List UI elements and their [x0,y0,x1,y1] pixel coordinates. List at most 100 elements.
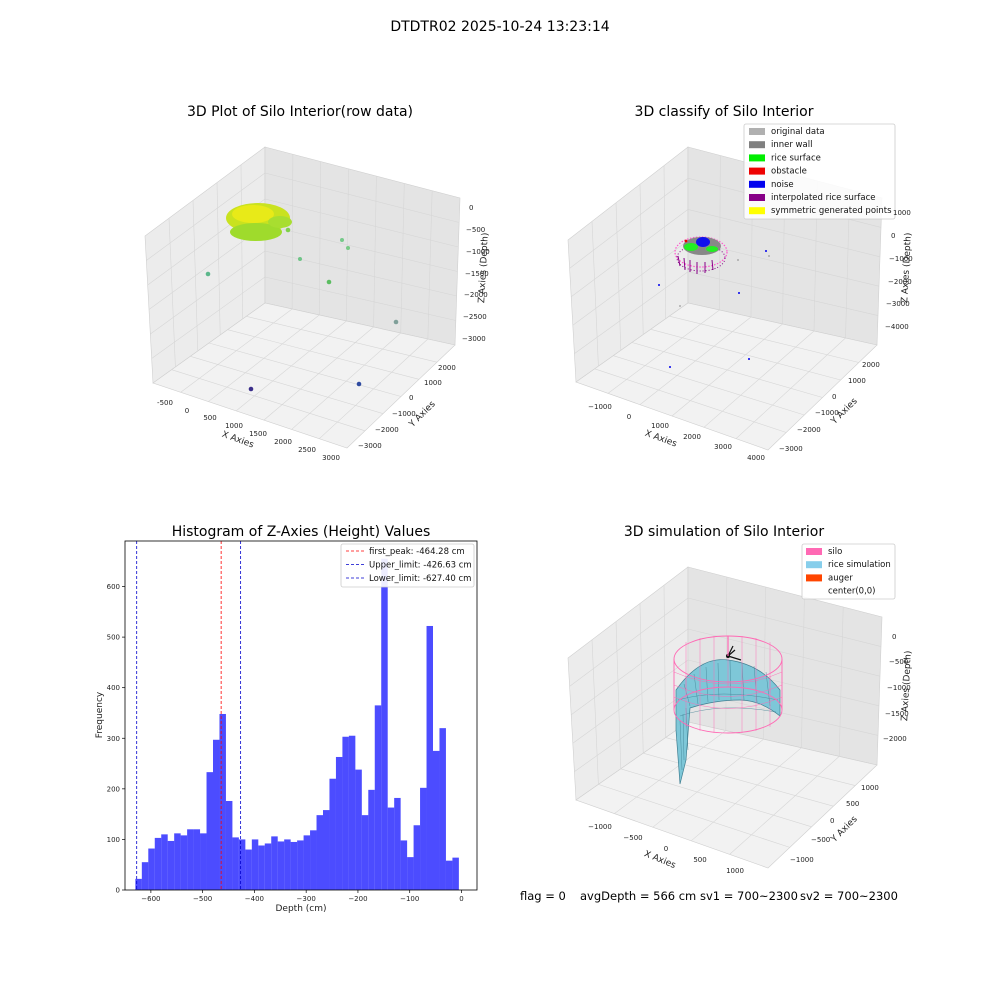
legend-label: symmetric generated points [771,206,892,216]
histogram-bar [264,843,272,890]
histogram-bar [335,756,343,890]
histogram-bar [141,862,149,890]
classify-obstacle-point [684,239,688,243]
simulation-legend-items: silo rice simulation auger center(0,0) [805,547,891,597]
sv2-text: sv2 = 700~2300 [800,889,898,903]
legend-label: Upper_limit: -426.63 cm [369,561,472,571]
histogram-bar [200,833,207,890]
x-tick-label: −300 [297,895,316,903]
classify-x-tick: 4000 [747,454,765,462]
classify-noise-point [658,284,660,286]
raw-y-tick: −1000 [392,410,416,418]
histogram-bar [206,772,213,890]
grid-line [264,276,456,321]
classify-noise-point [669,366,671,368]
histogram-bar [310,830,317,890]
grid-line [264,198,459,248]
histogram-panel: Histogram of Z-Axies (Height) Values −60… [95,524,478,914]
histogram-bar [290,841,298,890]
simulation-z-ticks: 0 −500 −1000 −1500 −2000 [883,633,911,743]
x-tick-label: −600 [141,895,160,903]
grid-line [235,320,347,412]
classify-original-point [679,305,681,307]
raw-z-tick: 0 [469,204,473,212]
grid-line [571,209,689,298]
x-tick-label: −200 [348,895,367,903]
simulation-z-tick: −1500 [885,710,909,718]
raw-point [285,227,291,233]
y-tick-label: 300 [107,735,120,743]
classify-legend-items: original data inner wall rice surface obsta… [749,127,892,216]
grid-line [227,329,420,380]
classify-z-tick: −1000 [889,255,913,263]
classify-z-ticks: 1000 0 −1000 −2000 −3000 −4000 [885,209,913,331]
simulation-y-tick: 0 [830,817,834,825]
histogram-bar [439,728,446,890]
grid-line [615,621,622,769]
histogram-bar [271,836,278,890]
grid-line [665,737,856,786]
raw-z-axis-label: Z Axies (Depth) [477,232,491,303]
grid-line [639,603,644,754]
raw-x-tick: 500 [203,414,216,422]
grid-line [246,316,438,363]
grid-line [687,628,881,677]
histogram-bar [225,800,233,890]
raw-cloud-lower [230,223,282,241]
grid-line [264,172,460,223]
histogram-bar [135,878,142,890]
grid-line [838,606,844,757]
classify-interpolated-ring [676,244,726,272]
grid-line [614,730,726,814]
legend-swatch [749,194,765,201]
grid-line [572,659,689,744]
histogram-bar [368,789,375,890]
legend-label: inner wall [771,140,812,150]
legend-label: interpolated rice surface [771,193,876,203]
histogram-legend-items: first_peak: -464.28 cm Upper_limit: -426.… [346,547,472,584]
histogram-reference-lines [136,541,242,890]
simulation-x-tick: −1000 [588,823,612,831]
classify-noise-point [738,292,740,294]
y-tick-label: 0 [116,887,120,895]
classify-3d-panel: 3D classify of Silo Interior original da [567,104,914,462]
histogram-bar [413,825,421,890]
classify-z-tick: −4000 [885,323,909,331]
grid-line [703,330,815,428]
simulation-x-axis-label: X Axies [642,849,677,871]
x-tick-label: 0 [459,895,463,903]
histogram-bar [219,713,226,890]
grid-line [591,639,599,785]
histogram-bar [361,815,369,890]
sv1-text: sv1 = 700~2300 [700,889,798,903]
grid-line [208,342,402,397]
raw-cloud-edge [268,216,292,228]
classify-x-tick: 0 [627,413,631,421]
grid-line [150,250,266,335]
histogram-bar [238,839,246,890]
histogram-bar [303,835,311,890]
histogram-plot-frame [124,540,478,891]
grid-line [264,250,457,297]
histogram-bar [342,736,349,890]
grid-line [735,337,846,439]
grid-line [801,596,805,748]
legend-label: rice surface [771,153,821,163]
grid-line [763,586,766,740]
histogram-bar [297,840,304,890]
histogram-bar [374,705,382,890]
grid-line [569,597,689,687]
classify-legend: original data inner wall rice surface obsta… [743,123,896,220]
raw-x-tick: 2500 [298,446,316,454]
grid-line [190,356,384,414]
simulation-x-tick: −500 [623,834,642,842]
legend-swatch [806,574,822,582]
simulation-y-tick: 1000 [861,784,879,792]
grid-line [725,576,728,731]
grid-line [291,332,401,430]
simulation-rice-mesh [679,707,689,771]
histogram-bar [180,835,188,890]
histogram-bar [407,857,414,890]
simulation-z-tick: −500 [889,658,908,666]
